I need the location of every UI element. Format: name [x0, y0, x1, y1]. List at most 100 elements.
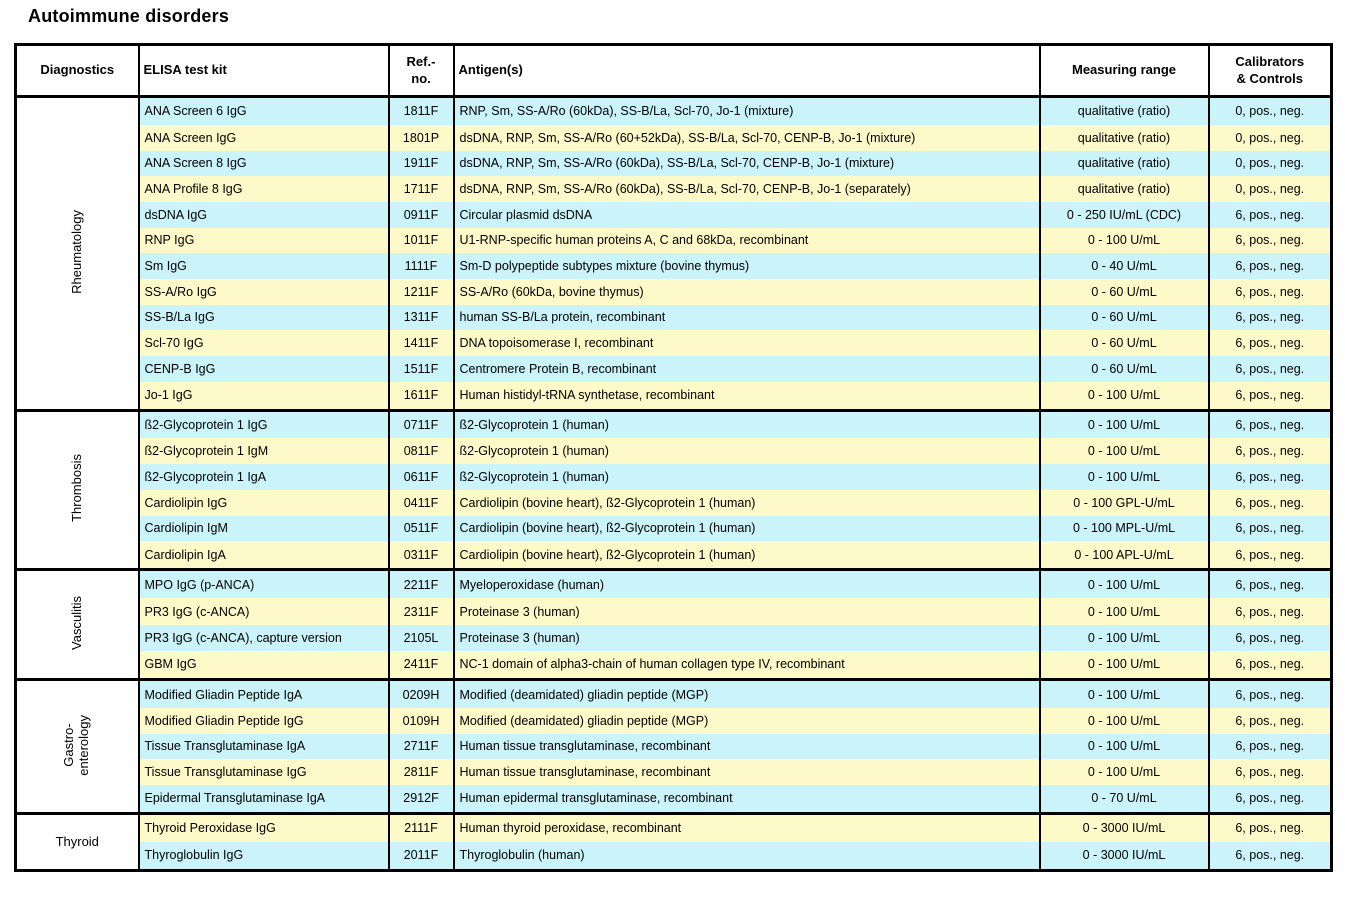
- table-row: RNP IgG 1011F U1-RNP-specific human protei…: [16, 227, 1333, 254]
- calibrators-cell: 6, pos., neg.: [1207, 227, 1333, 254]
- calibrators-cell: 6, pos., neg.: [1207, 598, 1333, 625]
- range-cell: qualitative (ratio): [1038, 150, 1210, 177]
- antigen-cell: Thyroglobulin (human): [452, 841, 1041, 871]
- table-row: SS-B/La IgG 1311F human SS-B/La protein, r…: [16, 304, 1333, 331]
- ref-cell: 1211F: [387, 278, 455, 305]
- antigen-cell: dsDNA, RNP, Sm, SS-A/Ro (60+52kDa), SS-B…: [452, 124, 1041, 151]
- table-row: Thrombosis ß2-Glycoprotein 1 IgG 0711F ß2-G…: [14, 408, 1333, 570]
- table-row: Thyroglobulin IgG 2011F Thyroglobulin (hum…: [16, 841, 1333, 871]
- diagnostics-group-label: Vasculitis: [14, 568, 140, 680]
- kit-cell: Tissue Transglutaminase IgG: [137, 759, 390, 785]
- kit-cell: Cardiolipin IgM: [137, 515, 390, 542]
- table-row: GBM IgG 2411F NC-1 domain of alpha3-chain …: [16, 650, 1333, 680]
- antigen-cell: NC-1 domain of alpha3-chain of human col…: [452, 650, 1041, 680]
- range-cell: 0 - 70 U/mL: [1038, 784, 1210, 814]
- kit-cell: CENP-B IgG: [137, 355, 390, 382]
- diagnostics-group-label: Thyroid: [14, 811, 140, 871]
- antigen-cell: Human histidyl-tRNA synthetase, recombin…: [452, 381, 1041, 411]
- kit-cell: Epidermal Transglutaminase IgA: [137, 784, 390, 814]
- calibrators-cell: 6, pos., neg.: [1207, 733, 1333, 760]
- table-row: CENP-B IgG 1511F Centromere Protein B, rec…: [16, 355, 1333, 382]
- table-row: ANA Screen IgG 1801P dsDNA, RNP, Sm, SS-A/…: [16, 124, 1333, 151]
- range-cell: 0 - 100 U/mL: [1038, 227, 1210, 254]
- table-row: Thyroid Thyroid Peroxidase IgG 2111F Human …: [14, 811, 1333, 871]
- antigen-cell: Cardiolipin (bovine heart), ß2-Glycoprot…: [452, 541, 1041, 570]
- header-ref-no: Ref.- no.: [387, 44, 455, 98]
- ref-cell: 1011F: [387, 227, 455, 254]
- range-cell: 0 - 100 GPL-U/mL: [1038, 489, 1210, 516]
- header-antigens: Antigen(s): [452, 44, 1041, 98]
- diagnostics-group-text: Gastro- enterology: [61, 714, 92, 776]
- kit-cell: SS-B/La IgG: [137, 304, 390, 331]
- diagnostics-group-text: Rheumatology: [68, 209, 84, 294]
- ref-cell: 0811F: [387, 438, 455, 465]
- kit-cell: SS-A/Ro IgG: [137, 278, 390, 305]
- ref-cell: 0711F: [387, 408, 455, 439]
- header-measuring-range: Measuring range: [1038, 44, 1210, 98]
- kit-cell: RNP IgG: [137, 227, 390, 254]
- ref-cell: 2011F: [387, 841, 455, 871]
- antigen-cell: RNP, Sm, SS-A/Ro (60kDa), SS-B/La, Scl-7…: [452, 96, 1041, 125]
- kit-cell: ANA Profile 8 IgG: [137, 176, 390, 202]
- ref-cell: 0109H: [387, 707, 455, 734]
- header-row: Diagnostics ELISA test kit Ref.- no. Ant…: [14, 44, 1333, 98]
- table-row: Rheumatology ANA Screen 6 IgG 1811F RNP, Sm…: [14, 96, 1333, 411]
- calibrators-cell: 6, pos., neg.: [1207, 568, 1333, 599]
- calibrators-cell: 0, pos., neg.: [1207, 176, 1333, 202]
- diagnostics-group-label: Gastro- enterology: [14, 678, 140, 814]
- ref-cell: 2211F: [387, 568, 455, 599]
- kit-cell: PR3 IgG (c-ANCA), capture version: [137, 624, 390, 651]
- header-elisa-test-kit: ELISA test kit: [137, 44, 390, 98]
- antigen-cell: ß2-Glycoprotein 1 (human): [452, 408, 1041, 439]
- range-cell: 0 - 3000 IU/mL: [1038, 811, 1210, 842]
- table-row: Cardiolipin IgM 0511F Cardiolipin (bovine …: [16, 515, 1333, 542]
- calibrators-cell: 6, pos., neg.: [1207, 841, 1333, 871]
- ref-cell: 2711F: [387, 733, 455, 760]
- ref-cell: 1911F: [387, 150, 455, 177]
- calibrators-cell: 0, pos., neg.: [1207, 96, 1333, 125]
- antigen-cell: dsDNA, RNP, Sm, SS-A/Ro (60kDa), SS-B/La…: [452, 150, 1041, 177]
- table-row: Vasculitis MPO IgG (p-ANCA) 2211F Myelopero…: [14, 568, 1333, 680]
- range-cell: 0 - 60 U/mL: [1038, 304, 1210, 331]
- calibrators-cell: 6, pos., neg.: [1207, 201, 1333, 228]
- ref-cell: 0611F: [387, 464, 455, 490]
- kit-cell: Modified Gliadin Peptide IgG: [137, 707, 390, 734]
- antigen-cell: ß2-Glycoprotein 1 (human): [452, 464, 1041, 490]
- ref-cell: 0911F: [387, 201, 455, 228]
- header-diagnostics: Diagnostics: [14, 44, 140, 98]
- antigen-cell: Cardiolipin (bovine heart), ß2-Glycoprot…: [452, 489, 1041, 516]
- table-row: Modified Gliadin Peptide IgG 0109H Modifie…: [16, 707, 1333, 734]
- ref-cell: 0311F: [387, 541, 455, 570]
- range-cell: 0 - 100 U/mL: [1038, 624, 1210, 651]
- table-body: Rheumatology ANA Screen 6 IgG 1811F RNP, Sm…: [14, 96, 1333, 871]
- kit-cell: ANA Screen IgG: [137, 124, 390, 151]
- kit-cell: dsDNA IgG: [137, 201, 390, 228]
- calibrators-cell: 6, pos., neg.: [1207, 811, 1333, 842]
- calibrators-cell: 6, pos., neg.: [1207, 278, 1333, 305]
- table-row: Cardiolipin IgG 0411F Cardiolipin (bovine …: [16, 489, 1333, 516]
- range-cell: 0 - 100 U/mL: [1038, 464, 1210, 490]
- kit-cell: Sm IgG: [137, 253, 390, 279]
- kit-cell: ANA Screen 6 IgG: [137, 96, 390, 125]
- kit-cell: PR3 IgG (c-ANCA): [137, 598, 390, 625]
- ref-cell: 1811F: [387, 96, 455, 125]
- antigen-cell: Myeloperoxidase (human): [452, 568, 1041, 599]
- ref-cell: 0209H: [387, 678, 455, 708]
- range-cell: 0 - 100 U/mL: [1038, 650, 1210, 680]
- calibrators-cell: 6, pos., neg.: [1207, 464, 1333, 490]
- table-row: Scl-70 IgG 1411F DNA topoisomerase I, reco…: [16, 330, 1333, 356]
- table-row: ANA Profile 8 IgG 1711F dsDNA, RNP, Sm, SS…: [16, 176, 1333, 202]
- diagnostics-group-text: Vasculitis: [68, 596, 84, 651]
- antigen-cell: Circular plasmid dsDNA: [452, 201, 1041, 228]
- kit-cell: Modified Gliadin Peptide IgA: [137, 678, 390, 708]
- antigen-cell: Modified (deamidated) gliadin peptide (M…: [452, 707, 1041, 734]
- antigen-cell: Human tissue transglutaminase, recombina…: [452, 759, 1041, 785]
- range-cell: 0 - 100 APL-U/mL: [1038, 541, 1210, 570]
- calibrators-cell: 6, pos., neg.: [1207, 707, 1333, 734]
- antigen-cell: U1-RNP-specific human proteins A, C and …: [452, 227, 1041, 254]
- calibrators-cell: 6, pos., neg.: [1207, 330, 1333, 356]
- ref-cell: 1711F: [387, 176, 455, 202]
- range-cell: 0 - 3000 IU/mL: [1038, 841, 1210, 871]
- kit-cell: ANA Screen 8 IgG: [137, 150, 390, 177]
- calibrators-cell: 0, pos., neg.: [1207, 124, 1333, 151]
